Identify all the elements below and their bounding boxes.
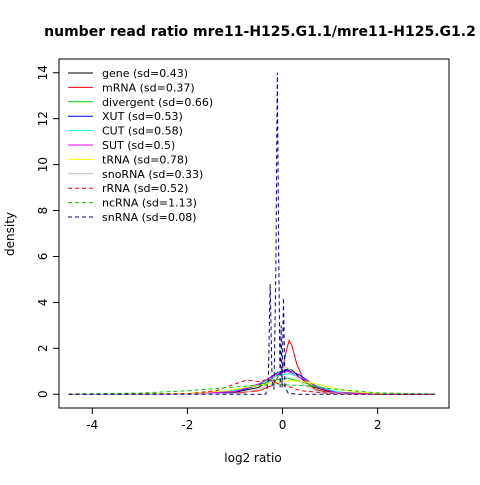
x-tick-label-0: -4: [86, 418, 98, 432]
series-line-9: [68, 384, 435, 395]
x-tick-label-1: -2: [181, 418, 193, 432]
series-line-7: [68, 366, 435, 395]
y-tick-label-2: 4: [36, 299, 50, 307]
y-tick-label-5: 10: [36, 157, 50, 172]
x-axis-label: log2 ratio: [224, 451, 281, 465]
y-axis-label: density: [3, 212, 17, 256]
y-tick-label-0: 0: [36, 390, 50, 398]
legend-label-10: snRNA (sd=0.08): [102, 211, 197, 224]
legend-label-1: mRNA (sd=0.37): [102, 81, 195, 94]
y-tick-label-4: 8: [36, 207, 50, 215]
legend-label-2: divergent (sd=0.66): [102, 96, 213, 109]
series-line-10: [68, 72, 435, 395]
plot-frame: [58, 58, 450, 409]
legend-label-4: CUT (sd=0.58): [102, 125, 183, 138]
legend-label-3: XUT (sd=0.53): [102, 110, 183, 123]
x-axis: -4 -2 0 2: [86, 408, 381, 432]
y-tick-label-1: 2: [36, 344, 50, 352]
series-line-6: [68, 379, 435, 395]
x-tick-label-3: 2: [374, 418, 382, 432]
series-layer: [68, 72, 435, 395]
y-tick-label-3: 6: [36, 253, 50, 261]
legend-label-9: ncRNA (sd=1.13): [102, 197, 197, 210]
legend: gene (sd=0.43)mRNA (sd=0.37) divergent (s…: [68, 67, 213, 224]
legend-label-0: gene (sd=0.43): [102, 67, 188, 80]
series-line-8: [68, 378, 435, 395]
chart-title: number read ratio mre11-H125.G1.1/mre11-…: [44, 24, 476, 40]
y-tick-label-6: 12: [36, 111, 50, 126]
legend-label-6: tRNA (sd=0.78): [102, 153, 188, 166]
series-line-5: [68, 370, 435, 395]
legend-label-7: snoRNA (sd=0.33): [102, 168, 203, 181]
x-tick-label-2: 0: [279, 418, 287, 432]
y-axis: 0 2 4 6 8 10 12 14: [36, 65, 59, 398]
series-line-1: [68, 338, 435, 395]
legend-label-5: SUT (sd=0.5): [102, 139, 175, 152]
y-tick-label-7: 14: [36, 65, 50, 80]
legend-label-8: rRNA (sd=0.52): [102, 182, 188, 195]
